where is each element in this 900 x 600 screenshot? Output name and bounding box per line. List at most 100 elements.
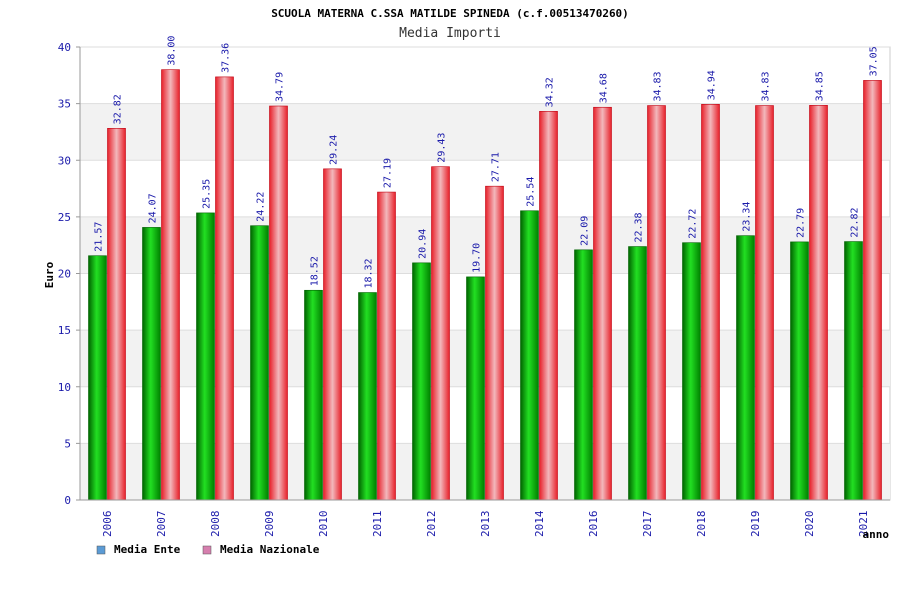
- bar-media-nazionale-2019: [755, 105, 774, 501]
- value-label-media-nazionale-2019: 34.83: [761, 71, 772, 101]
- bar-media-nazionale-2010: [323, 168, 342, 501]
- grid-band: [80, 216, 890, 274]
- x-tick-label-2021: 2021: [857, 511, 870, 538]
- legend-swatch-media-ente: [96, 545, 106, 555]
- grid-band: [80, 443, 890, 500]
- legend-label-media-nazionale: Media Nazionale: [220, 543, 320, 556]
- x-tick-label-2016: 2016: [587, 511, 600, 538]
- bar-media-ente-2009: [250, 225, 269, 501]
- x-tick-label-2012: 2012: [425, 511, 438, 538]
- value-label-media-ente-2013: 19.70: [472, 243, 483, 273]
- value-label-media-ente-2011: 18.32: [364, 258, 375, 288]
- legend: Media Ente Media Nazionale: [96, 543, 320, 556]
- value-label-media-ente-2014: 25.54: [526, 177, 537, 207]
- chart-title: SCUOLA MATERNA C.SSA MATILDE SPINEDA (c.…: [271, 7, 629, 20]
- bars: [88, 69, 882, 501]
- value-label-media-ente-2017: 22.38: [634, 212, 645, 242]
- value-label-media-nazionale-2018: 34.94: [707, 70, 718, 100]
- x-tick-label-2008: 2008: [209, 511, 222, 538]
- x-tick-label-2020: 2020: [803, 511, 816, 538]
- legend-swatch-media-nazionale: [202, 545, 212, 555]
- bar-media-ente-2018: [682, 242, 701, 501]
- x-tick-label-2011: 2011: [371, 511, 384, 538]
- bar-media-nazionale-2020: [809, 105, 828, 501]
- bar-media-nazionale-2008: [215, 76, 234, 501]
- y-tick-label: 40: [58, 41, 71, 54]
- grid-band: [80, 103, 890, 161]
- x-tick-label-2014: 2014: [533, 510, 546, 537]
- value-label-media-ente-2007: 24.07: [148, 193, 159, 223]
- chart-subtitle: Media Importi: [399, 26, 501, 41]
- bar-media-nazionale-2016: [593, 106, 612, 501]
- bar-media-nazionale-2018: [701, 104, 720, 501]
- bar-media-nazionale-2021: [863, 80, 882, 501]
- value-label-media-nazionale-2008: 37.36: [221, 43, 232, 73]
- y-tick-label: 10: [58, 381, 71, 394]
- x-tick-label-2009: 2009: [263, 511, 276, 538]
- legend-label-media-ente: Media Ente: [114, 543, 181, 556]
- value-label-media-nazionale-2012: 29.43: [437, 133, 448, 163]
- x-tick-label-2013: 2013: [479, 511, 492, 538]
- value-label-media-nazionale-2006: 32.82: [113, 94, 124, 124]
- y-tick-label: 35: [58, 98, 71, 111]
- x-tick-label-2007: 2007: [155, 511, 168, 538]
- value-label-media-ente-2006: 21.57: [94, 222, 105, 252]
- value-label-media-nazionale-2011: 27.19: [383, 158, 394, 188]
- bar-media-ente-2012: [412, 262, 431, 501]
- bar-media-nazionale-2017: [647, 105, 666, 501]
- bar-media-ente-2021: [844, 241, 863, 501]
- value-labels: 21.57 32.82 24.07 38.00 25.35 37.36 24.22 34.79…: [94, 36, 880, 289]
- y-tick-label: 25: [58, 211, 71, 224]
- value-label-media-nazionale-2013: 27.71: [491, 152, 502, 182]
- y-tick-label: 5: [64, 437, 71, 450]
- value-label-media-ente-2019: 23.34: [742, 202, 753, 232]
- bar-media-ente-2016: [574, 249, 593, 501]
- value-label-media-ente-2009: 24.22: [256, 192, 267, 222]
- bar-media-nazionale-2007: [161, 69, 180, 501]
- value-label-media-nazionale-2016: 34.68: [599, 73, 610, 103]
- y-tick-label: 15: [58, 324, 71, 337]
- bar-media-ente-2007: [142, 227, 161, 501]
- value-label-media-nazionale-2020: 34.85: [815, 71, 826, 101]
- bar-media-ente-2010: [304, 289, 323, 501]
- bar-media-nazionale-2012: [431, 166, 450, 501]
- value-label-media-ente-2020: 22.79: [796, 208, 807, 238]
- value-label-media-ente-2008: 25.35: [202, 179, 213, 209]
- x-tick-label-2010: 2010: [317, 511, 330, 538]
- y-tick-label: 20: [58, 268, 71, 281]
- value-label-media-nazionale-2014: 34.32: [545, 77, 556, 107]
- y-axis-label: Euro: [43, 261, 56, 288]
- x-axis-label: anno: [863, 528, 890, 541]
- bar-media-ente-2017: [628, 246, 647, 501]
- value-label-media-ente-2018: 22.72: [688, 209, 699, 239]
- bar-media-ente-2014: [520, 210, 539, 501]
- value-label-media-nazionale-2017: 34.83: [653, 71, 664, 101]
- value-label-media-ente-2016: 22.09: [580, 216, 591, 246]
- y-tick-label: 30: [58, 154, 71, 167]
- x-tick-label-2019: 2019: [749, 511, 762, 538]
- bar-media-nazionale-2011: [377, 191, 396, 501]
- value-label-media-ente-2012: 20.94: [418, 229, 429, 259]
- value-label-media-ente-2010: 18.52: [310, 256, 321, 286]
- bar-media-ente-2019: [736, 235, 755, 501]
- value-label-media-nazionale-2021: 37.05: [869, 46, 880, 76]
- bar-media-nazionale-2006: [107, 128, 126, 501]
- value-label-media-nazionale-2010: 29.24: [329, 135, 340, 165]
- value-label-media-nazionale-2009: 34.79: [275, 72, 286, 102]
- bar-media-nazionale-2009: [269, 105, 288, 501]
- bar-media-ente-2008: [196, 212, 215, 501]
- x-tick-label-2006: 2006: [101, 511, 114, 538]
- grid-bands: [80, 103, 890, 500]
- x-tick-label-2018: 2018: [695, 511, 708, 538]
- value-label-media-nazionale-2007: 38.00: [167, 36, 178, 66]
- y-tick-label: 0: [64, 494, 71, 507]
- bar-media-nazionale-2014: [539, 111, 558, 501]
- x-axis-ticks: 2006 2007 2008 2009 2010 2011 2012 2013 2014 2016…: [101, 510, 870, 537]
- bar-media-nazionale-2013: [485, 185, 504, 501]
- bar-media-ente-2011: [358, 292, 377, 501]
- bar-media-ente-2006: [88, 255, 107, 501]
- bar-media-ente-2013: [466, 276, 485, 501]
- value-label-media-ente-2021: 22.82: [850, 207, 861, 237]
- x-tick-label-2017: 2017: [641, 511, 654, 538]
- y-axis-ticks: 0 5 10 15 20 25 30 35 40: [58, 41, 80, 507]
